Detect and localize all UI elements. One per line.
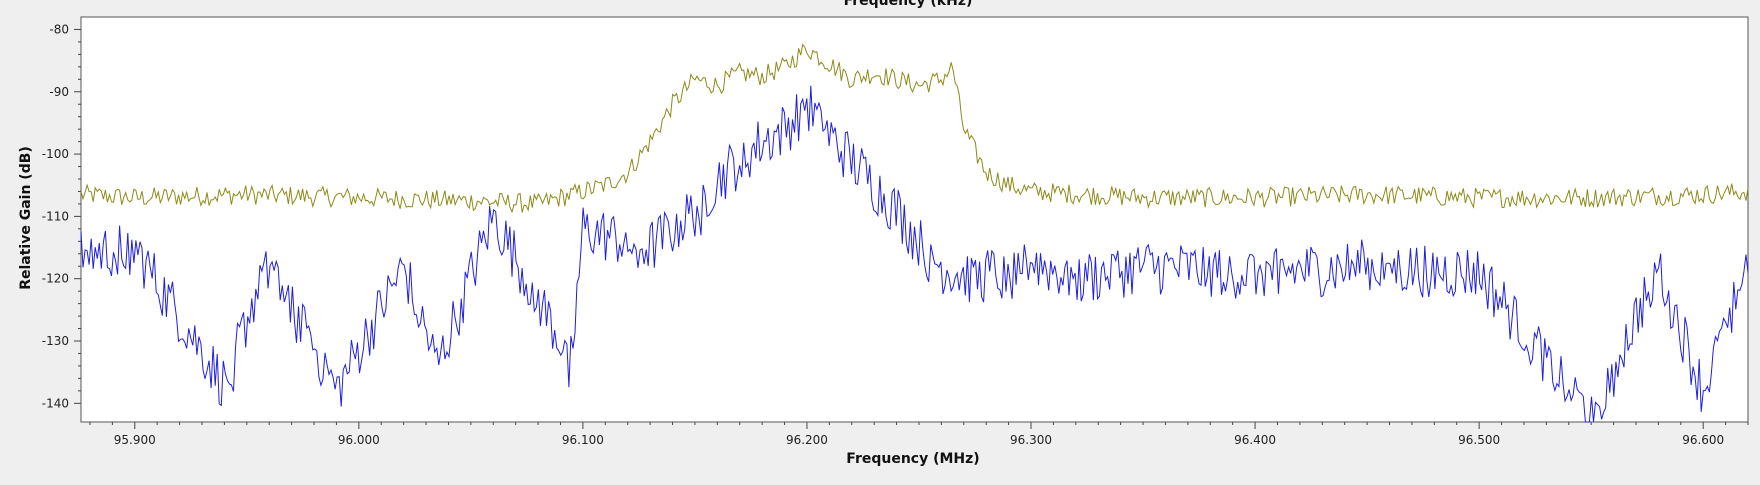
- y-tick-label: -120: [42, 272, 69, 286]
- x-tick-label: 96.300: [1010, 433, 1052, 447]
- x-axis-ticks: 95.900 96.000 96.100 96.200 96.300 96.400 96.5…: [89, 422, 1749, 447]
- x-axis-label: Frequency (MHz): [846, 451, 979, 467]
- x-tick-label: 96.200: [786, 433, 828, 447]
- y-tick-label: -130: [42, 334, 69, 348]
- plot-canvas: [80, 16, 1749, 423]
- y-tick-label: -80: [49, 22, 69, 36]
- x-tick-label: 96.600: [1682, 433, 1724, 447]
- chart-title: Frequency (kHz): [844, 0, 973, 9]
- y-tick-label: -90: [49, 85, 69, 99]
- series-line-2: [80, 85, 1749, 423]
- x-tick-label: 96.100: [562, 433, 604, 447]
- x-tick-label: 96.500: [1458, 433, 1500, 447]
- y-axis-ticks: -80 -90 -100 -110 -120 -130 -140: [42, 22, 81, 410]
- series-layer: [80, 43, 1749, 423]
- y-tick-label: -110: [42, 209, 69, 223]
- y-tick-label: -100: [42, 147, 69, 161]
- series-line-1: [80, 43, 1749, 214]
- x-tick-label: 96.000: [338, 433, 380, 447]
- x-tick-label: 96.400: [1234, 433, 1276, 447]
- x-tick-label: 95.900: [114, 433, 156, 447]
- y-tick-label: -140: [42, 396, 69, 410]
- y-axis-label: Relative Gain (dB): [18, 146, 34, 290]
